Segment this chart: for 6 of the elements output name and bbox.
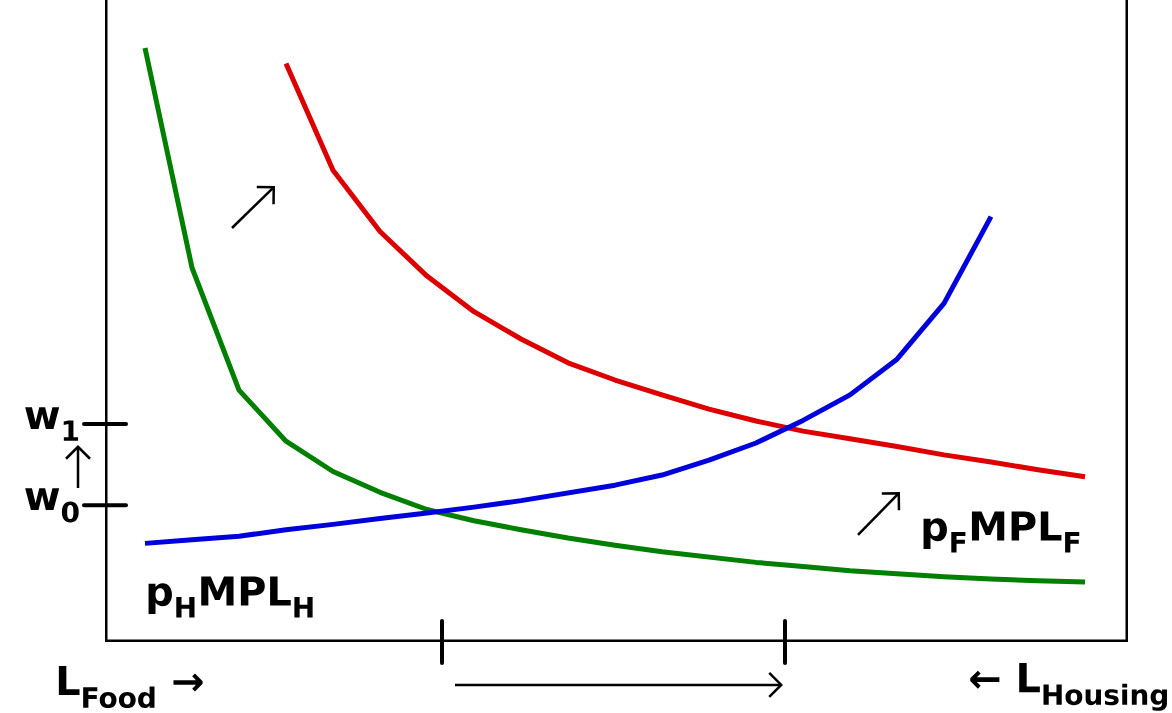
annotation: p$_{H}$MPL$_{H}$ [148, 576, 313, 618]
text: ← L$_{Housing}$ [970, 663, 1167, 711]
ref-line-label: w$_{0}$ [25, 488, 79, 523]
annotation: p$_{F}$MPL$_{F}$ [923, 511, 1080, 553]
ref-line-label: w$_{1}$ [25, 407, 79, 441]
text: L$_{Food}$ → [58, 665, 203, 709]
